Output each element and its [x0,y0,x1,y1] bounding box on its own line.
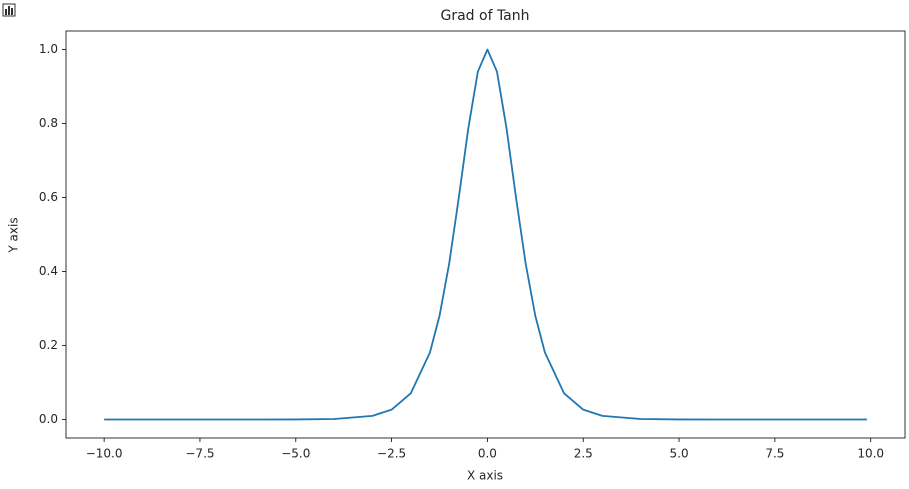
toolbar-icon[interactable] [2,3,16,17]
y-tick-label: 0.8 [39,116,58,130]
chart-title: Grad of Tanh [440,8,529,24]
y-tick-label: 0.0 [39,412,58,426]
x-tick-label: −2.5 [377,447,406,461]
x-tick-label: 2.5 [574,447,593,461]
line-series [104,48,867,421]
x-axis-label: X axis [467,469,503,483]
x-tick-label: 5.0 [670,447,689,461]
x-tick-label: −7.5 [185,447,214,461]
y-tick-label: 0.4 [39,264,58,278]
y-axis-label: Y axis [7,217,21,253]
x-tick-label: 7.5 [765,447,784,461]
x-tick-label: 10.0 [857,447,884,461]
y-tick-label: 1.0 [39,42,58,56]
x-tick-label: −5.0 [281,447,310,461]
y-tick-label: 0.6 [39,190,58,204]
plot-frame [65,30,906,439]
x-tick-label: −10.0 [86,447,123,461]
x-tick-label: 0.0 [478,447,497,461]
y-tick-label: 0.2 [39,338,58,352]
